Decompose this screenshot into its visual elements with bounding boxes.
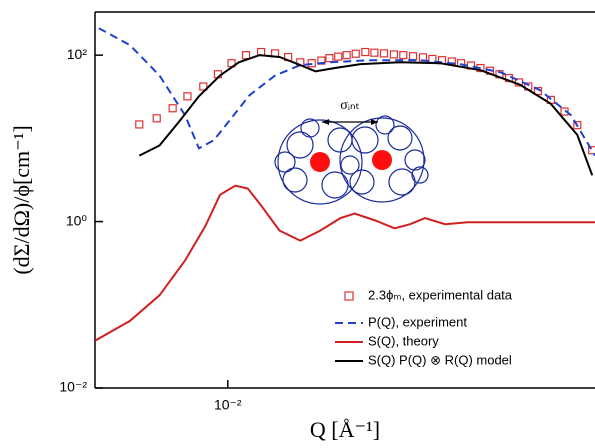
data-point <box>199 82 208 91</box>
data-point <box>533 86 543 96</box>
data-point <box>361 47 370 57</box>
plot-area <box>95 27 595 342</box>
data-point <box>588 146 595 155</box>
legend-label: S(Q) P(Q) ⊗ R(Q) model <box>368 352 512 367</box>
data-point <box>183 92 192 101</box>
legend-label: P(Q), experiment <box>368 314 467 329</box>
axes-frame <box>94 11 595 389</box>
data-point <box>370 48 379 57</box>
y-tick-label: 10⁻² <box>59 379 87 395</box>
data-point <box>152 114 161 123</box>
data-point <box>168 104 177 113</box>
data-point <box>342 51 351 60</box>
data-point <box>379 49 389 58</box>
data-point <box>573 121 582 130</box>
data-point <box>317 56 326 65</box>
series-line <box>138 54 594 176</box>
series-line <box>95 184 595 342</box>
data-point <box>241 51 251 60</box>
inset-illustration <box>274 115 429 205</box>
data-point <box>135 120 144 129</box>
data-point <box>389 50 398 59</box>
series-line <box>98 27 595 157</box>
x-tick-label: 10⁻² <box>214 397 242 413</box>
y-tick-label: 10² <box>67 46 88 62</box>
data-point <box>351 49 360 58</box>
data-point <box>408 52 418 61</box>
data-point <box>334 52 343 61</box>
annotation: σᵢₙₜ <box>340 98 360 113</box>
data-point <box>325 54 334 63</box>
y-axis-label: (dΣ/dΩ)/ϕ[cm⁻¹] <box>9 125 34 274</box>
legend-marker <box>344 291 354 301</box>
x-axis-label: Q [Å⁻¹] <box>310 417 380 442</box>
legend-label: 2.3ϕₘ, experimental data <box>368 287 513 302</box>
data-point <box>399 51 408 60</box>
y-tick-label: 10⁰ <box>66 212 88 228</box>
legend-label: S(Q), theory <box>368 333 439 348</box>
data-point <box>307 59 316 68</box>
